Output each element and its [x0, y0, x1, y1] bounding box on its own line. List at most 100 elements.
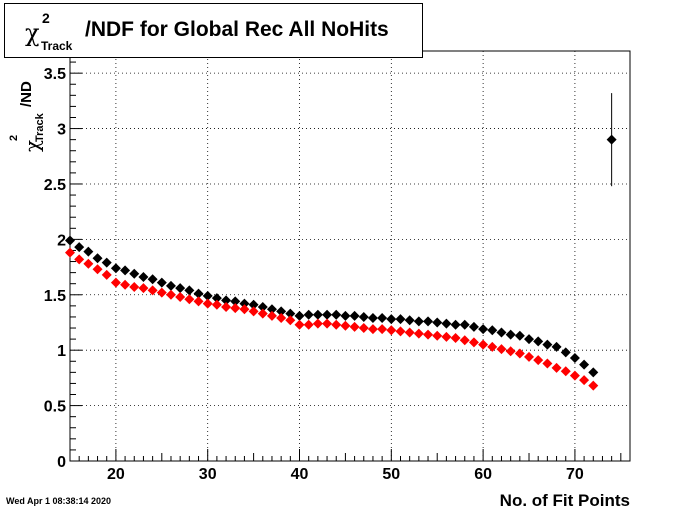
data-point-black	[459, 319, 470, 330]
data-point-black	[248, 299, 259, 310]
data-point-red	[248, 306, 259, 317]
data-point-red	[138, 283, 149, 294]
axes: 20 30 40 50 60 70 0 0.5 1 1.5 2 2.5 3 3.5	[44, 50, 631, 483]
data-point-black	[588, 367, 599, 378]
x-tick-label: 20	[107, 466, 125, 483]
data-point-black	[514, 330, 525, 341]
data-point-red	[588, 380, 599, 391]
data-point-red	[202, 298, 213, 309]
data-point-black	[423, 316, 434, 327]
x-tick-label: 50	[382, 466, 400, 483]
data-point-black	[276, 306, 287, 317]
data-point-black	[340, 310, 351, 321]
ylabel-subscript: Track	[34, 113, 46, 142]
data-point-red	[524, 351, 535, 362]
data-point-red	[395, 326, 406, 337]
data-point-black	[294, 310, 305, 321]
grid	[70, 51, 630, 461]
data-point-red	[294, 319, 305, 330]
data-point-black	[312, 309, 323, 320]
data-point-black	[496, 327, 507, 338]
data-point-red	[156, 287, 167, 298]
data-point-black	[120, 265, 131, 276]
data-point-black	[147, 274, 158, 285]
data-point-red	[276, 313, 287, 324]
y-tick-label: 2	[57, 232, 66, 249]
data-point-red	[92, 264, 103, 275]
data-point-black	[322, 309, 333, 320]
data-point-black	[101, 257, 112, 268]
data-point-black	[230, 296, 241, 307]
title-superscript: 2	[42, 10, 50, 26]
data-point-red	[266, 310, 277, 321]
data-point-red	[459, 335, 470, 346]
data-point-black	[377, 313, 388, 324]
data-point-black	[450, 319, 461, 330]
data-point-red	[441, 331, 452, 342]
data-point-black	[367, 313, 378, 324]
data-point-black	[92, 253, 103, 264]
data-point-red	[404, 327, 415, 338]
data-point-black	[551, 341, 562, 352]
x-axis-label: No. of Fit Points	[499, 491, 630, 510]
data-point-black	[110, 263, 121, 274]
data-point-red	[211, 299, 222, 310]
x-tick-label: 70	[566, 466, 584, 483]
data-point-red	[322, 318, 333, 329]
data-point-black	[74, 242, 85, 253]
data-point-black	[478, 324, 489, 335]
data-point-red	[579, 375, 590, 386]
data-point-black	[257, 301, 268, 312]
data-point-black	[560, 347, 571, 358]
data-point-red	[542, 358, 553, 369]
data-point-red	[230, 303, 241, 314]
y-tick-label: 1.5	[44, 288, 66, 305]
y-tick-label: 2.5	[44, 177, 66, 194]
data-point-black	[129, 268, 140, 279]
data-point-black	[221, 295, 232, 306]
data-point-black	[579, 359, 590, 370]
data-point-red	[413, 328, 424, 339]
data-point-black	[487, 325, 498, 336]
data-point-red	[110, 277, 121, 288]
data-point-red	[193, 296, 204, 307]
data-point-black	[395, 314, 406, 325]
data-point-red	[340, 320, 351, 331]
data-point-red	[221, 301, 232, 312]
y-axis-label: χ 2 Track /ND	[8, 30, 46, 180]
x-tick-label: 40	[291, 466, 309, 483]
plot-frame	[69, 50, 631, 462]
data-point-black	[202, 290, 213, 301]
data-point-red	[377, 324, 388, 335]
data-point-red	[175, 292, 186, 302]
data-point-red	[303, 319, 314, 330]
data-point-black	[266, 304, 277, 315]
data-point-black	[542, 339, 553, 350]
data-point-black	[184, 285, 195, 296]
data-point-red	[331, 319, 342, 330]
ylabel-superscript: 2	[8, 134, 20, 141]
data-point-black	[138, 272, 149, 283]
data-point-red	[533, 355, 544, 366]
data-point-black	[83, 246, 94, 257]
data-point-red	[358, 323, 369, 334]
data-point-red	[349, 321, 360, 332]
data-point-red	[551, 362, 562, 373]
data-point-black	[239, 298, 250, 309]
data-point-red	[285, 315, 296, 326]
data-point-red	[386, 325, 397, 336]
data-point-red	[569, 370, 580, 381]
y-tick-label: 3	[57, 122, 66, 139]
data-point-red	[487, 341, 498, 352]
data-point-red	[496, 344, 507, 355]
data-point-black	[569, 352, 580, 363]
data-point-red	[239, 304, 250, 315]
data-point-black	[193, 288, 204, 299]
data-point-black	[285, 308, 296, 319]
data-point-red	[129, 282, 140, 293]
data-point-black	[505, 329, 516, 340]
data-points	[65, 93, 617, 391]
title-text: /NDF for Global Rec All NoHits	[85, 18, 389, 41]
data-point-red	[120, 279, 131, 290]
